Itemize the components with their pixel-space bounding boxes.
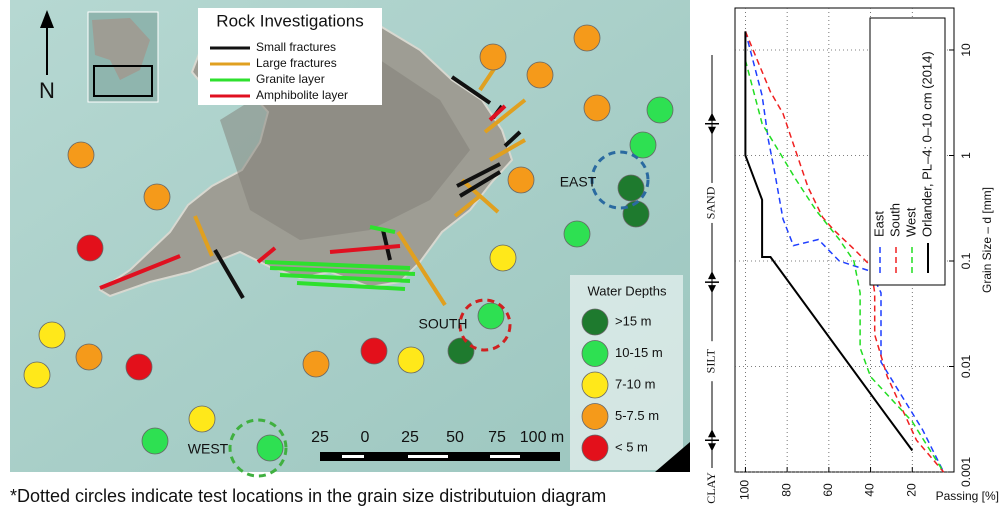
legend-label: South (887, 203, 902, 237)
depth-point (623, 201, 649, 227)
y-tick-label: 0.001 (959, 457, 973, 487)
depth-legend-label: 7-10 m (615, 376, 655, 391)
scale-label: 0 (361, 429, 370, 446)
depth-legend-swatch (582, 341, 608, 367)
depth-point (584, 95, 610, 121)
depth-point (142, 428, 168, 454)
y-tick-label: 0.01 (959, 354, 973, 378)
scale-label: 100 m (520, 429, 564, 446)
site-label: WEST (188, 441, 229, 457)
scale-label: 50 (446, 429, 464, 446)
figure: N Rock Investigations Water Depths *Dott… (0, 0, 1001, 508)
depth-point (76, 344, 102, 370)
rock-legend-label: Small fractures (256, 40, 336, 54)
rock-legend-label: Large fractures (256, 56, 337, 70)
north-label: N (39, 78, 55, 103)
depth-point (574, 25, 600, 51)
class-arrow (708, 271, 716, 279)
depth-legend-swatch (582, 372, 608, 398)
x-tick-label: 60 (821, 483, 835, 497)
scale-label: 75 (488, 429, 506, 446)
depth-point (527, 62, 553, 88)
scale-label: 25 (401, 429, 419, 446)
rock-legend-label: Amphibolite layer (256, 88, 348, 102)
depth-legend-label: 10-15 m (615, 345, 663, 360)
depth-point (24, 362, 50, 388)
depth-point (564, 221, 590, 247)
x-tick-label: 20 (904, 483, 918, 497)
class-arrow (708, 429, 716, 437)
depth-point (361, 338, 387, 364)
depth-point (257, 435, 283, 461)
depth-legend-swatch (582, 404, 608, 430)
site-label: SOUTH (419, 316, 468, 332)
page: N Rock Investigations Water Depths *Dott… (0, 0, 1001, 508)
class-arrow (708, 285, 716, 293)
y-tick-label: 1 (959, 152, 973, 159)
class-arrow (708, 113, 716, 121)
footnote: *Dotted circles indicate test locations … (10, 486, 606, 506)
y-tick-label: 10 (959, 43, 973, 57)
depth-legend-swatch (582, 435, 608, 461)
depth-point (189, 406, 215, 432)
depth-point (448, 338, 474, 364)
legend: EastSouthWestOrlander, PL–4: 0–10 cm (20… (870, 18, 945, 285)
scale-bar-segment (342, 455, 364, 458)
x-tick-label: 80 (779, 483, 793, 497)
legend-label: Orlander, PL–4: 0–10 cm (2014) (919, 51, 934, 237)
depth-point (618, 175, 644, 201)
depth-legend-label: < 5 m (615, 439, 648, 454)
rock-legend-label: Granite layer (256, 72, 325, 86)
depth-point (490, 245, 516, 271)
scale-bar-segment (490, 455, 520, 458)
scale-label: 25 (311, 429, 329, 446)
depth-point (303, 351, 329, 377)
class-arrow (708, 443, 716, 451)
depth-point (126, 354, 152, 380)
class-label: SILT (704, 348, 718, 373)
class-label: SAND (704, 186, 718, 219)
depth-legend-label: 5-7.5 m (615, 408, 659, 423)
depth-legend-title: Water Depths (588, 283, 667, 298)
depth-point (647, 97, 673, 123)
y-axis-title: Grain Size – d [mm] (980, 187, 994, 293)
depth-point (508, 167, 534, 193)
y-tick-label: 0.1 (959, 252, 973, 269)
depth-point (144, 184, 170, 210)
depth-point (77, 235, 103, 261)
legend-label: West (903, 207, 918, 237)
depth-point (68, 142, 94, 168)
depth-point (480, 44, 506, 70)
depth-legend-swatch (582, 309, 608, 335)
x-tick-label: 100 (738, 480, 752, 500)
class-label: CLAY (704, 472, 718, 504)
site-label: EAST (560, 174, 597, 190)
depth-legend-label: >15 m (615, 313, 652, 328)
scale-bar-segment (408, 455, 448, 458)
legend-label: East (871, 211, 886, 237)
x-tick-label: 40 (863, 483, 877, 497)
depth-point (398, 347, 424, 373)
depth-point (39, 322, 65, 348)
x-axis-title: Passing [%] (936, 489, 999, 503)
rock-legend-title: Rock Investigations (216, 11, 363, 30)
class-arrow (708, 127, 716, 135)
